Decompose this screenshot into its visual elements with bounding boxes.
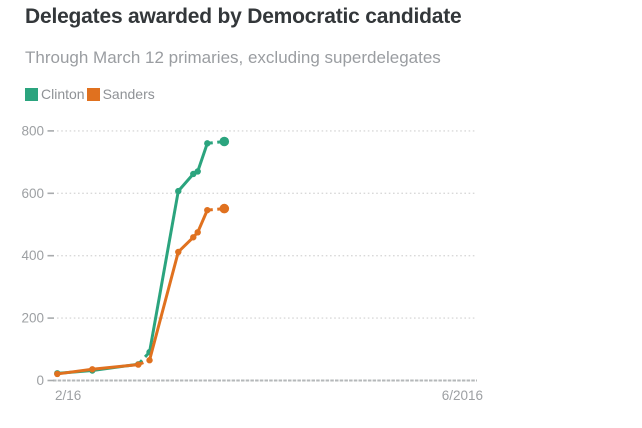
sanders-segment — [176, 235, 195, 254]
sanders-line — [54, 203, 230, 378]
y-tick-label: 600 — [21, 186, 44, 201]
sanders-point-3-1 — [175, 248, 182, 256]
clinton-segment — [148, 189, 180, 354]
y-tick-label: 400 — [21, 248, 44, 263]
sanders-segment — [55, 367, 94, 376]
y-tick-label: 200 — [21, 311, 44, 326]
x-tick-label-feb: 2/16 — [55, 388, 81, 403]
x-tick-label-june: 6/2016 — [442, 388, 483, 403]
gridline-800: 800 — [21, 123, 477, 138]
sanders-point-2-9 — [89, 366, 96, 373]
legend: Clinton Sanders — [25, 86, 157, 102]
legend-item-clinton: Clinton — [25, 86, 85, 102]
gridline-600: 600 — [21, 186, 477, 201]
y-tick-label: 0 — [36, 373, 44, 388]
sanders-point-2-20 — [135, 361, 142, 368]
clinton-line — [54, 136, 230, 377]
clinton-segment — [176, 172, 195, 193]
clinton-legend-label: Clinton — [41, 86, 85, 102]
sanders-point-3-12 — [219, 203, 230, 214]
clinton-point-3-8 — [204, 140, 211, 147]
clinton-segment — [196, 141, 209, 173]
clinton-point-3-6 — [194, 168, 201, 175]
sanders-point-2-27 — [146, 357, 153, 364]
gridline-200: 200 — [21, 311, 477, 326]
y-tick-label: 800 — [21, 123, 44, 138]
gridline-0: 0 — [36, 373, 477, 388]
sanders-swatch-icon — [86, 87, 100, 101]
chart-subtitle: Through March 12 primaries, excluding su… — [25, 48, 441, 67]
clinton-swatch-icon — [25, 87, 38, 101]
gridline-400: 400 — [21, 248, 477, 263]
legend-item-sanders: Sanders — [86, 86, 155, 102]
sanders-segment — [90, 363, 140, 371]
sanders-legend-label: Sanders — [102, 86, 155, 102]
clinton-point-3-1 — [175, 187, 182, 195]
sanders-point-3-5 — [190, 234, 197, 241]
sanders-point-2-1 — [54, 370, 61, 378]
chart-title: Delegates awarded by Democratic candidat… — [25, 5, 462, 28]
sanders-point-3-8 — [204, 206, 211, 214]
clinton-point-3-12 — [219, 136, 230, 147]
sanders-segment — [196, 208, 209, 234]
sanders-point-3-6 — [194, 229, 201, 236]
sanders-segment — [148, 250, 180, 362]
